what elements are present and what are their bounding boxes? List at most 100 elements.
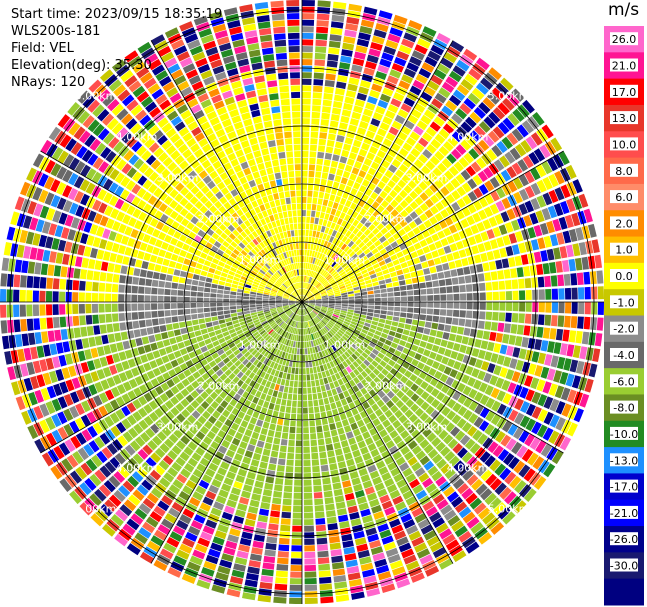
- ppi-gate: [79, 482, 92, 496]
- ppi-gate: [374, 558, 388, 568]
- ppi-gate: [320, 254, 326, 261]
- ppi-gate: [287, 326, 292, 332]
- ppi-gate: [143, 77, 157, 90]
- ppi-gate: [259, 461, 268, 469]
- ppi-gate: [496, 403, 507, 416]
- ppi-gate: [351, 318, 359, 323]
- ppi-gate: [381, 500, 393, 510]
- ppi-gate: [67, 328, 75, 339]
- ppi-gate: [39, 419, 50, 434]
- ppi-gate: [330, 160, 339, 168]
- ppi-gate: [158, 202, 168, 213]
- ppi-gate: [344, 29, 357, 38]
- ppi-gate: [116, 211, 126, 222]
- ppi-gate: [325, 186, 332, 194]
- ppi-gate: [302, 45, 313, 53]
- ppi-gate: [567, 405, 578, 420]
- ppi-gate: [281, 105, 291, 113]
- ppi-gate: [159, 213, 169, 223]
- ppi-gate: [196, 115, 208, 126]
- ppi-gate: [332, 100, 343, 109]
- ppi-gate: [516, 124, 529, 138]
- ppi-gate: [98, 484, 112, 497]
- ppi-gate: [176, 240, 184, 249]
- ppi-gate: [183, 462, 195, 473]
- ppi-gate: [293, 249, 297, 257]
- ppi-gate: [256, 368, 263, 376]
- ppi-gate: [164, 310, 171, 317]
- ppi-gate: [303, 499, 313, 506]
- ppi-gate: [266, 284, 273, 289]
- ppi-gate: [246, 278, 254, 283]
- ppi-gate: [299, 295, 302, 302]
- ppi-gate: [369, 412, 378, 421]
- ppi-gate: [63, 393, 74, 407]
- ppi-gate: [230, 287, 238, 292]
- ppi-gate: [265, 314, 272, 319]
- ppi-gate: [303, 308, 307, 315]
- ppi-gate: [179, 160, 189, 170]
- ppi-gate: [398, 339, 407, 347]
- ppi-gate: [307, 183, 314, 191]
- ppi-gate: [186, 137, 197, 148]
- ppi-gate: [239, 279, 247, 284]
- ppi-gate: [409, 56, 422, 67]
- ppi-gate: [234, 45, 247, 55]
- ppi-gate: [212, 320, 219, 326]
- ppi-gate: [0, 304, 7, 318]
- ppi-gate: [519, 415, 531, 428]
- ppi-gate: [303, 492, 313, 499]
- ppi-gate: [124, 369, 134, 380]
- ppi-gate: [566, 344, 575, 357]
- ppi-gate: [293, 387, 298, 394]
- ppi-gate: [308, 230, 313, 237]
- ppi-gate: [285, 144, 293, 152]
- ppi-gate: [20, 181, 31, 196]
- ppi-gate: [229, 398, 238, 407]
- ppi-gate: [269, 307, 277, 311]
- ppi-gate: [489, 478, 503, 491]
- ppi-gate: [316, 20, 329, 27]
- ppi-gate: [266, 73, 277, 81]
- ppi-gate: [236, 302, 243, 306]
- ppi-gate: [320, 596, 334, 604]
- ppi-gate: [558, 302, 565, 314]
- ppi-gate: [391, 566, 406, 576]
- ppi-gate: [74, 363, 83, 376]
- ppi-gate: [342, 191, 350, 200]
- ppi-gate: [395, 204, 404, 213]
- ppi-gate: [306, 203, 312, 210]
- ppi-gate: [249, 356, 257, 364]
- ppi-gate: [334, 323, 341, 329]
- ppi-gate: [150, 378, 160, 388]
- ppi-gate: [223, 294, 230, 299]
- ppi-gate: [183, 446, 194, 457]
- ppi-gate: [346, 458, 355, 467]
- ppi-gate: [61, 458, 74, 472]
- ppi-gate: [118, 372, 128, 383]
- ppi-gate: [256, 297, 263, 300]
- ppi-gate: [361, 142, 370, 151]
- ppi-gate: [335, 333, 342, 339]
- ppi-gate: [120, 265, 128, 275]
- ppi-gate: [433, 302, 440, 308]
- ppi-gate: [299, 256, 302, 263]
- ppi-gate: [289, 298, 296, 301]
- ppi-gate: [466, 302, 473, 310]
- ppi-gate: [230, 158, 240, 167]
- ppi-gate: [101, 446, 113, 459]
- ppi-gate: [298, 374, 302, 381]
- ppi-gate: [365, 240, 373, 248]
- ppi-gate: [389, 489, 401, 500]
- ppi-gate: [328, 536, 340, 544]
- ppi-gate: [171, 282, 179, 289]
- ppi-gate: [146, 270, 154, 279]
- ppi-gate: [511, 371, 521, 383]
- ppi-gate: [152, 435, 163, 446]
- ppi-gate: [277, 292, 283, 296]
- ppi-gate: [468, 413, 479, 424]
- ppi-gate: [92, 314, 99, 324]
- ppi-gate: [219, 517, 231, 527]
- ppi-gate: [243, 310, 251, 315]
- ppi-gate: [227, 274, 234, 280]
